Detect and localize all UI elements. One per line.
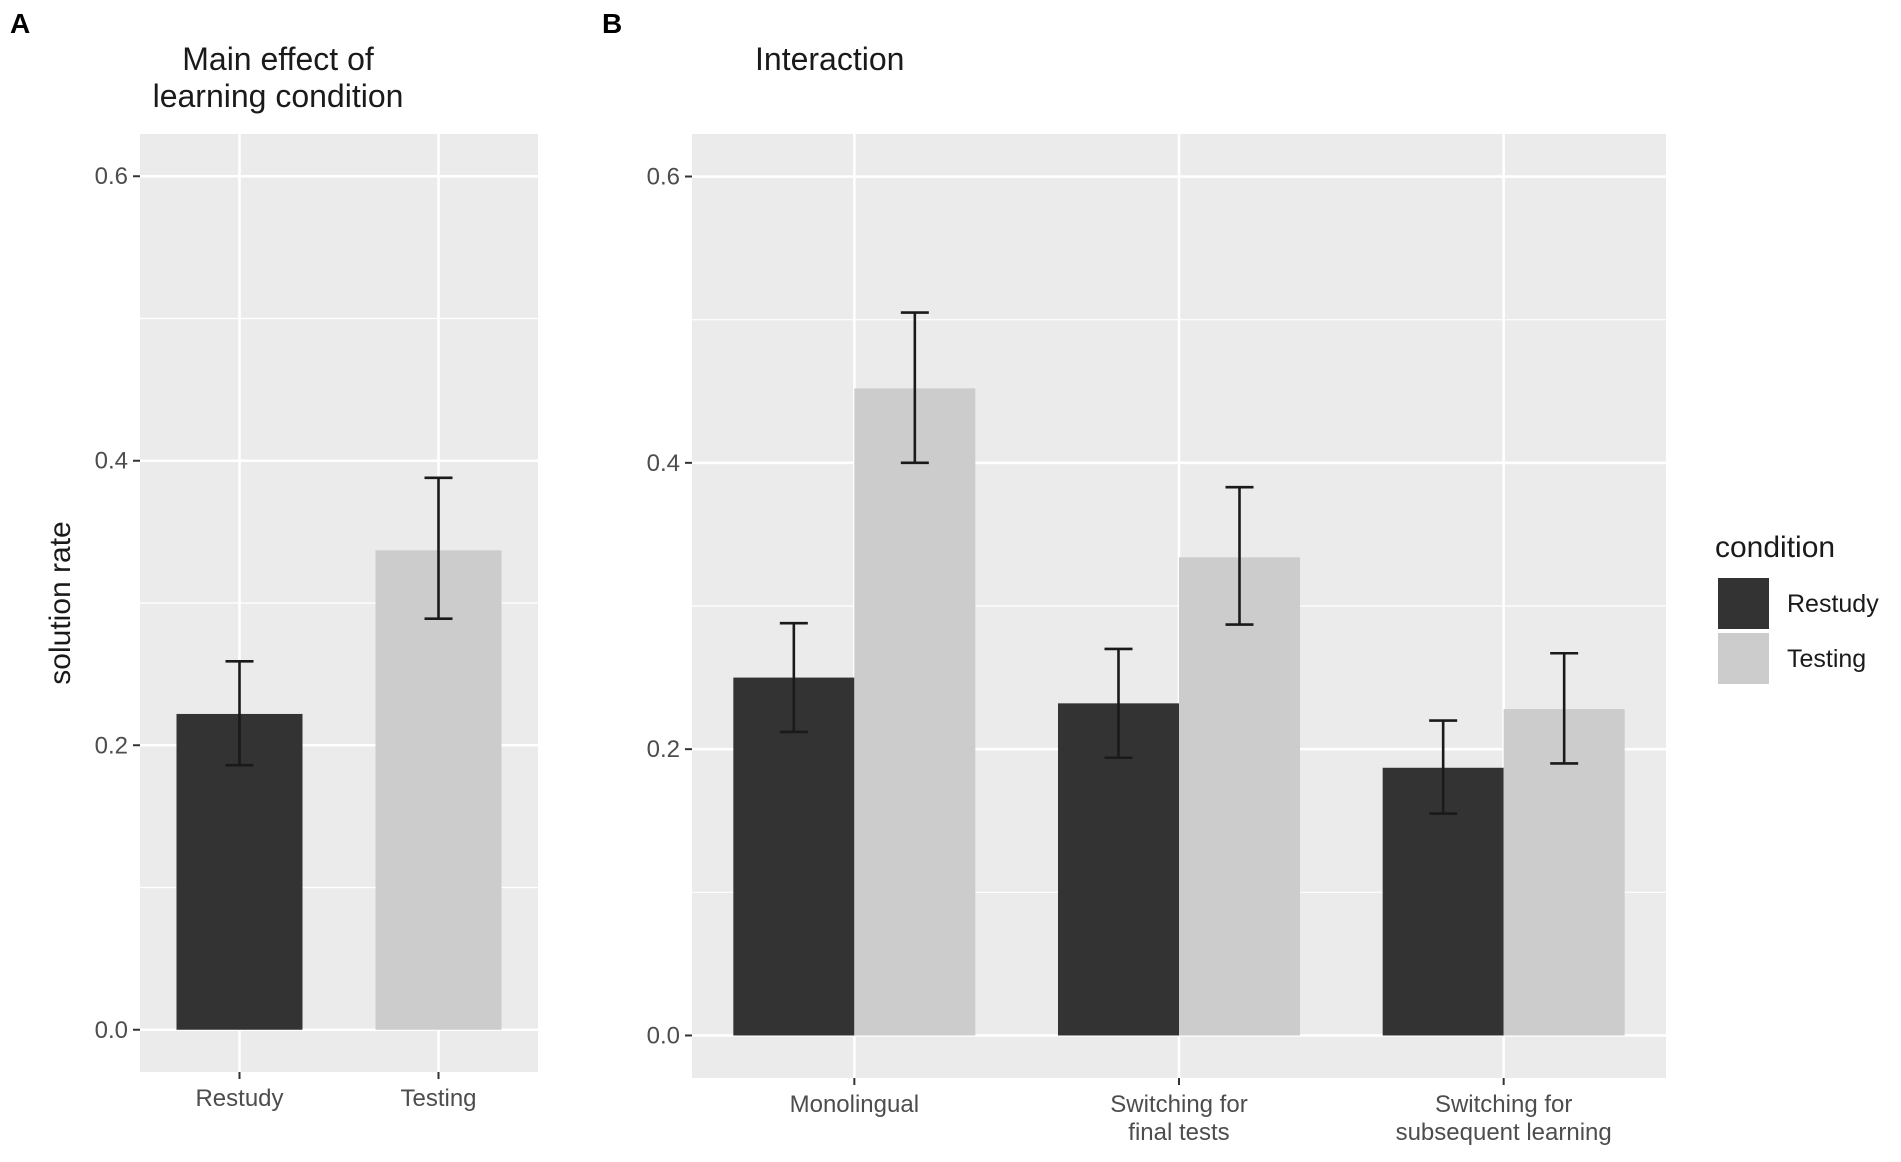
legend-label-restudy: Restudy bbox=[1787, 590, 1879, 618]
y-tick-label: 0.2 bbox=[95, 732, 128, 759]
x-tick-label: Monolingual bbox=[790, 1091, 919, 1118]
legend-label-testing: Testing bbox=[1787, 645, 1866, 673]
y-tick-label: 0.6 bbox=[95, 163, 128, 190]
y-tick-label: 0.4 bbox=[95, 448, 128, 475]
x-tick-label: subsequent learning bbox=[1396, 1119, 1612, 1146]
bar-testing bbox=[854, 388, 976, 1036]
y-tick-label: 0.4 bbox=[647, 450, 680, 477]
panel-title-B: Interaction bbox=[755, 41, 904, 77]
y-axis-title: solution rate bbox=[44, 521, 77, 684]
bar-testing bbox=[375, 550, 502, 1030]
panel-letter-B: B bbox=[602, 8, 622, 39]
bar-restudy bbox=[176, 713, 303, 1030]
panel-letter-A: A bbox=[10, 8, 30, 39]
x-tick-label: Switching for bbox=[1435, 1091, 1572, 1118]
panel-title-A: Main effect of bbox=[182, 41, 374, 77]
x-tick-label: Testing bbox=[400, 1085, 476, 1112]
legend-key-testing bbox=[1718, 633, 1769, 684]
legend-title: condition bbox=[1715, 531, 1835, 564]
x-tick-label: Restudy bbox=[195, 1085, 283, 1112]
bar-testing bbox=[1179, 557, 1300, 1036]
x-tick-label: Switching for bbox=[1110, 1091, 1247, 1118]
y-tick-label: 0.2 bbox=[647, 736, 680, 763]
y-tick-label: 0.0 bbox=[95, 1017, 128, 1044]
bar-restudy bbox=[733, 677, 855, 1036]
x-tick-label: final tests bbox=[1128, 1119, 1229, 1146]
y-tick-label: 0.0 bbox=[647, 1022, 680, 1049]
legend-key-restudy bbox=[1718, 578, 1769, 629]
panel-title-A: learning condition bbox=[153, 78, 404, 114]
y-tick-label: 0.6 bbox=[647, 164, 680, 191]
